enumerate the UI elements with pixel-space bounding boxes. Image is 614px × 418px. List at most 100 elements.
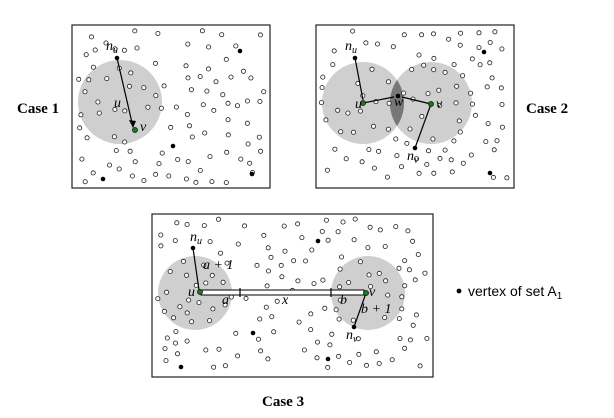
case2-vertex-nv: [412, 145, 418, 151]
vertex-dot: [223, 56, 229, 62]
vertex-dot: [233, 330, 239, 336]
case3-label-a-plus-1: a + 1: [203, 258, 233, 273]
set-a1-vertex-dot: [487, 170, 493, 176]
case2-label-u: u: [355, 97, 362, 112]
set-a1-vertex-dot: [178, 364, 184, 370]
vertex-dot: [152, 60, 158, 66]
case3-label-nv: nv: [346, 328, 358, 345]
case3-label-nu: nu: [190, 230, 202, 247]
vertex-dot: [329, 331, 335, 337]
vertex-dot: [448, 157, 454, 163]
vertex-dot: [410, 238, 416, 244]
vertex-dot: [185, 159, 191, 165]
vertex-dot: [247, 160, 253, 166]
vertex-dot: [257, 316, 263, 322]
vertex-dot: [205, 66, 211, 72]
case1-label-u: u: [114, 96, 121, 111]
vertex-dot: [367, 283, 373, 289]
vertex-dot: [122, 139, 128, 145]
vertex-dot: [269, 314, 275, 320]
vertex-dot: [487, 40, 493, 46]
vertex-dot: [207, 154, 213, 160]
vertex-dot: [112, 106, 118, 112]
vertex-dot: [127, 148, 133, 154]
vertex-dot: [180, 258, 186, 264]
vertex-dot: [184, 272, 190, 278]
vertex-dot: [156, 161, 162, 167]
vertex-dot: [113, 147, 119, 153]
vertex-dot: [425, 91, 431, 97]
set-a1-vertex-dot: [481, 49, 487, 55]
vertex-dot: [419, 113, 425, 119]
vertex-dot: [258, 348, 264, 354]
case2-edge-v-nv: [414, 103, 432, 149]
vertex-dot: [219, 32, 225, 38]
vertex-dot: [183, 63, 189, 69]
vertex-dot: [185, 41, 191, 47]
vertex-dot: [490, 174, 496, 180]
vertex-dot: [257, 32, 263, 38]
case2-label-w: w: [394, 95, 404, 110]
vertex-dot: [112, 46, 118, 52]
case2-vertex-w: [395, 93, 401, 99]
legend-text: vertex of set A1: [468, 283, 563, 302]
vertex-dot: [211, 107, 217, 113]
vertex-dot: [155, 296, 161, 302]
vertex-dot: [419, 32, 425, 38]
vertex-dot: [103, 40, 109, 46]
vertex-dot: [210, 306, 216, 312]
vertex-dot: [476, 30, 482, 36]
vertex-dot: [167, 268, 173, 274]
vertex-dot: [89, 34, 95, 40]
vertex-dot: [416, 170, 422, 176]
vertex-dot: [350, 28, 356, 34]
vertex-dot: [233, 43, 239, 49]
vertex-dot: [393, 224, 399, 230]
vertex-dot: [430, 136, 436, 142]
vertex-dot: [446, 36, 452, 42]
vertex-dot: [163, 358, 169, 364]
vertex-dot: [203, 280, 209, 286]
vertex-dot: [451, 62, 457, 68]
vertex-dot: [207, 318, 213, 324]
vertex-dot: [492, 29, 498, 35]
legend-black-vertex-icon: [456, 288, 462, 294]
case3-label-a: a: [222, 293, 229, 308]
vertex-dot: [164, 289, 170, 295]
vertex-dot: [199, 28, 205, 34]
vertex-dot: [405, 228, 411, 234]
vertex-dot: [336, 316, 342, 322]
vertex-dot: [407, 126, 413, 132]
vertex-dot: [206, 44, 212, 50]
vertex-dot: [371, 165, 377, 171]
vertex-dot: [241, 223, 247, 229]
vertex-dot: [104, 76, 110, 82]
vertex-dot: [338, 129, 344, 135]
vertex-dot: [295, 221, 301, 227]
vertex-dot: [86, 77, 92, 83]
vertex-dot: [437, 155, 443, 161]
vertex-dot: [366, 146, 372, 152]
vertex-dot: [215, 216, 221, 222]
vertex-dot: [453, 100, 459, 106]
case3-edge-nu-u: [192, 247, 200, 291]
vertex-dot: [404, 140, 410, 146]
vertex-dot: [134, 45, 140, 51]
vertex-dot: [158, 243, 164, 249]
vertex-dot: [324, 167, 330, 173]
case1-vertex-cloud: [76, 28, 267, 186]
vertex-dot: [431, 170, 437, 176]
case3-vertex-u: [197, 289, 203, 295]
vertex-dot: [386, 100, 392, 106]
set-a1-vertex-dot: [250, 330, 256, 336]
vertex-dot: [412, 277, 418, 283]
vertex-dot: [365, 245, 371, 251]
vertex-dot: [183, 176, 189, 182]
vertex-dot: [399, 294, 405, 300]
vertex-dot: [121, 47, 127, 53]
vertex-dot: [174, 220, 180, 226]
case2-vertex-u: [360, 100, 366, 106]
vertex-dot: [322, 305, 328, 311]
vertex-dot: [225, 117, 231, 123]
vertex-dot: [385, 292, 391, 298]
